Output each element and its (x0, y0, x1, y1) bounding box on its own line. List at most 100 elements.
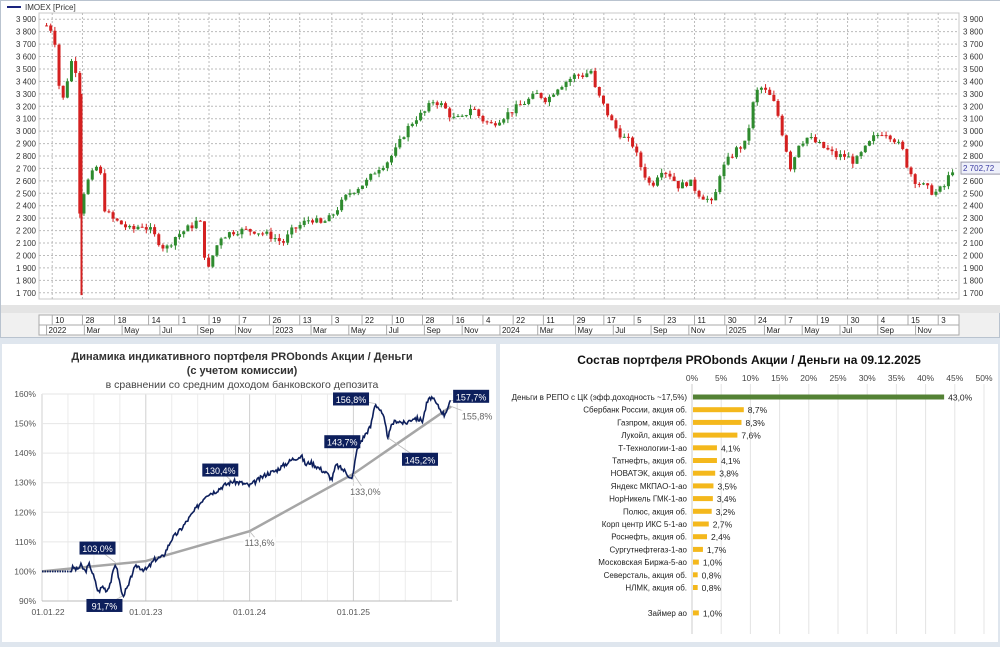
candle-body (348, 193, 352, 195)
candle-body (901, 141, 905, 150)
candle-body (356, 188, 360, 193)
candle-body (99, 166, 103, 174)
y-tick-left: 1 900 (16, 264, 37, 273)
candle-body (813, 137, 817, 143)
candle-body (614, 120, 618, 129)
data-label: 155,8% (462, 411, 493, 421)
chart-title: Состав портфеля PRObonds Акции / Деньги … (577, 353, 921, 367)
chart-title-line2: (с учетом комиссии) (187, 365, 298, 377)
y-tick-label: 100% (14, 566, 36, 576)
y-tick-right: 1 700 (963, 289, 984, 298)
candle-body (572, 74, 576, 79)
bar (693, 546, 703, 552)
y-tick-label: 90% (19, 596, 36, 606)
value-label: 3,5% (717, 481, 737, 491)
candle-body (452, 116, 456, 118)
data-label-box (453, 389, 490, 403)
day-tick-label: 23 (667, 316, 676, 325)
data-label-box (202, 463, 239, 477)
candle-body (144, 227, 148, 230)
category-label: Яндекс МКПАО-1-ао (611, 482, 688, 491)
category-label: Т-Технологии-1-ао (618, 444, 687, 453)
day-tick-label: 24 (758, 316, 767, 325)
y-tick-left: 3 700 (16, 40, 37, 49)
candle-body (647, 177, 651, 183)
y-tick-label: 150% (14, 419, 36, 429)
candle-body (207, 257, 211, 267)
day-tick-label: 22 (516, 316, 525, 325)
value-label: 43,0% (948, 393, 973, 403)
candle-body (797, 145, 801, 158)
category-label: НЛМК, акция об. (625, 584, 687, 593)
category-label: Корп центр ИКС 5-1-ао (602, 520, 688, 529)
candle-body (315, 218, 319, 223)
candle-body (930, 185, 934, 195)
data-label: 157,7% (456, 392, 487, 402)
y-tick-right: 3 900 (963, 15, 984, 24)
candle-body (194, 220, 198, 229)
candle-body (489, 122, 493, 124)
candle-body (830, 149, 834, 152)
candle-body (294, 227, 298, 229)
category-label: НОВАТЭК, акция об. (611, 469, 687, 478)
y-tick-right: 3 600 (963, 53, 984, 62)
value-label: 0,8% (702, 570, 722, 580)
candle-body (664, 172, 668, 174)
candle-body (190, 225, 194, 229)
candle-body (128, 225, 132, 228)
day-tick-label: 10 (55, 316, 64, 325)
candle-body (74, 61, 78, 73)
candle-body (148, 227, 152, 230)
candle-body (186, 225, 190, 232)
category-label: Северсталь, акция об. (604, 571, 687, 580)
y-tick-left: 1 800 (16, 276, 37, 285)
category-label: Полюс, акция об. (623, 507, 687, 516)
candle-body (211, 255, 215, 267)
day-tick-label: 18 (118, 316, 127, 325)
day-tick-label: 7 (242, 316, 247, 325)
candle-body (531, 93, 535, 99)
month-tick-label: May (578, 326, 593, 335)
day-tick-label: 22 (365, 316, 374, 325)
y-tick-right: 2 600 (963, 177, 984, 186)
candle-body (909, 167, 913, 175)
candle-body (86, 179, 90, 195)
candle-body (202, 221, 206, 258)
y-tick-right: 1 800 (963, 276, 984, 285)
scrollbar[interactable] (1, 305, 1000, 313)
y-tick-label: 130% (14, 478, 36, 488)
candle-body (867, 141, 871, 146)
y-tick-label: 140% (14, 448, 36, 458)
bar (693, 496, 713, 502)
candle-body (921, 183, 925, 185)
candle-body (726, 156, 730, 165)
value-label: 3,4% (717, 494, 737, 504)
candle-body (157, 234, 161, 246)
candle-body (755, 89, 759, 103)
imoex-chart: IMOEX [Price] 1 700 1 700 1 800 1 800 1 900 1 … (1, 1, 1000, 336)
candle-body (360, 185, 364, 189)
candle-body (57, 44, 61, 86)
data-label: 143,7% (327, 438, 358, 448)
category-label: Газпром, акция об. (617, 418, 687, 427)
candle-body (369, 173, 373, 180)
candle-body (435, 102, 439, 106)
category-label: Роснефть, акция об. (611, 533, 687, 542)
candle-body (78, 72, 82, 214)
candle-body (302, 220, 306, 225)
candle-body (689, 179, 693, 186)
data-label: 145,2% (405, 455, 436, 465)
bar (693, 432, 738, 438)
day-tick-label: 1 (182, 316, 187, 325)
day-tick-label: 4 (486, 316, 491, 325)
y-tick-right: 3 100 (963, 115, 984, 124)
y-tick-left: 3 500 (16, 65, 37, 74)
day-tick-label: 30 (728, 316, 737, 325)
candle-body (892, 139, 896, 143)
candle-body (872, 135, 876, 142)
candle-body (448, 108, 452, 118)
candle-body (140, 226, 144, 228)
day-tick-label: 17 (607, 316, 616, 325)
candle-body (822, 141, 826, 148)
month-tick-label: Jul (842, 326, 852, 335)
